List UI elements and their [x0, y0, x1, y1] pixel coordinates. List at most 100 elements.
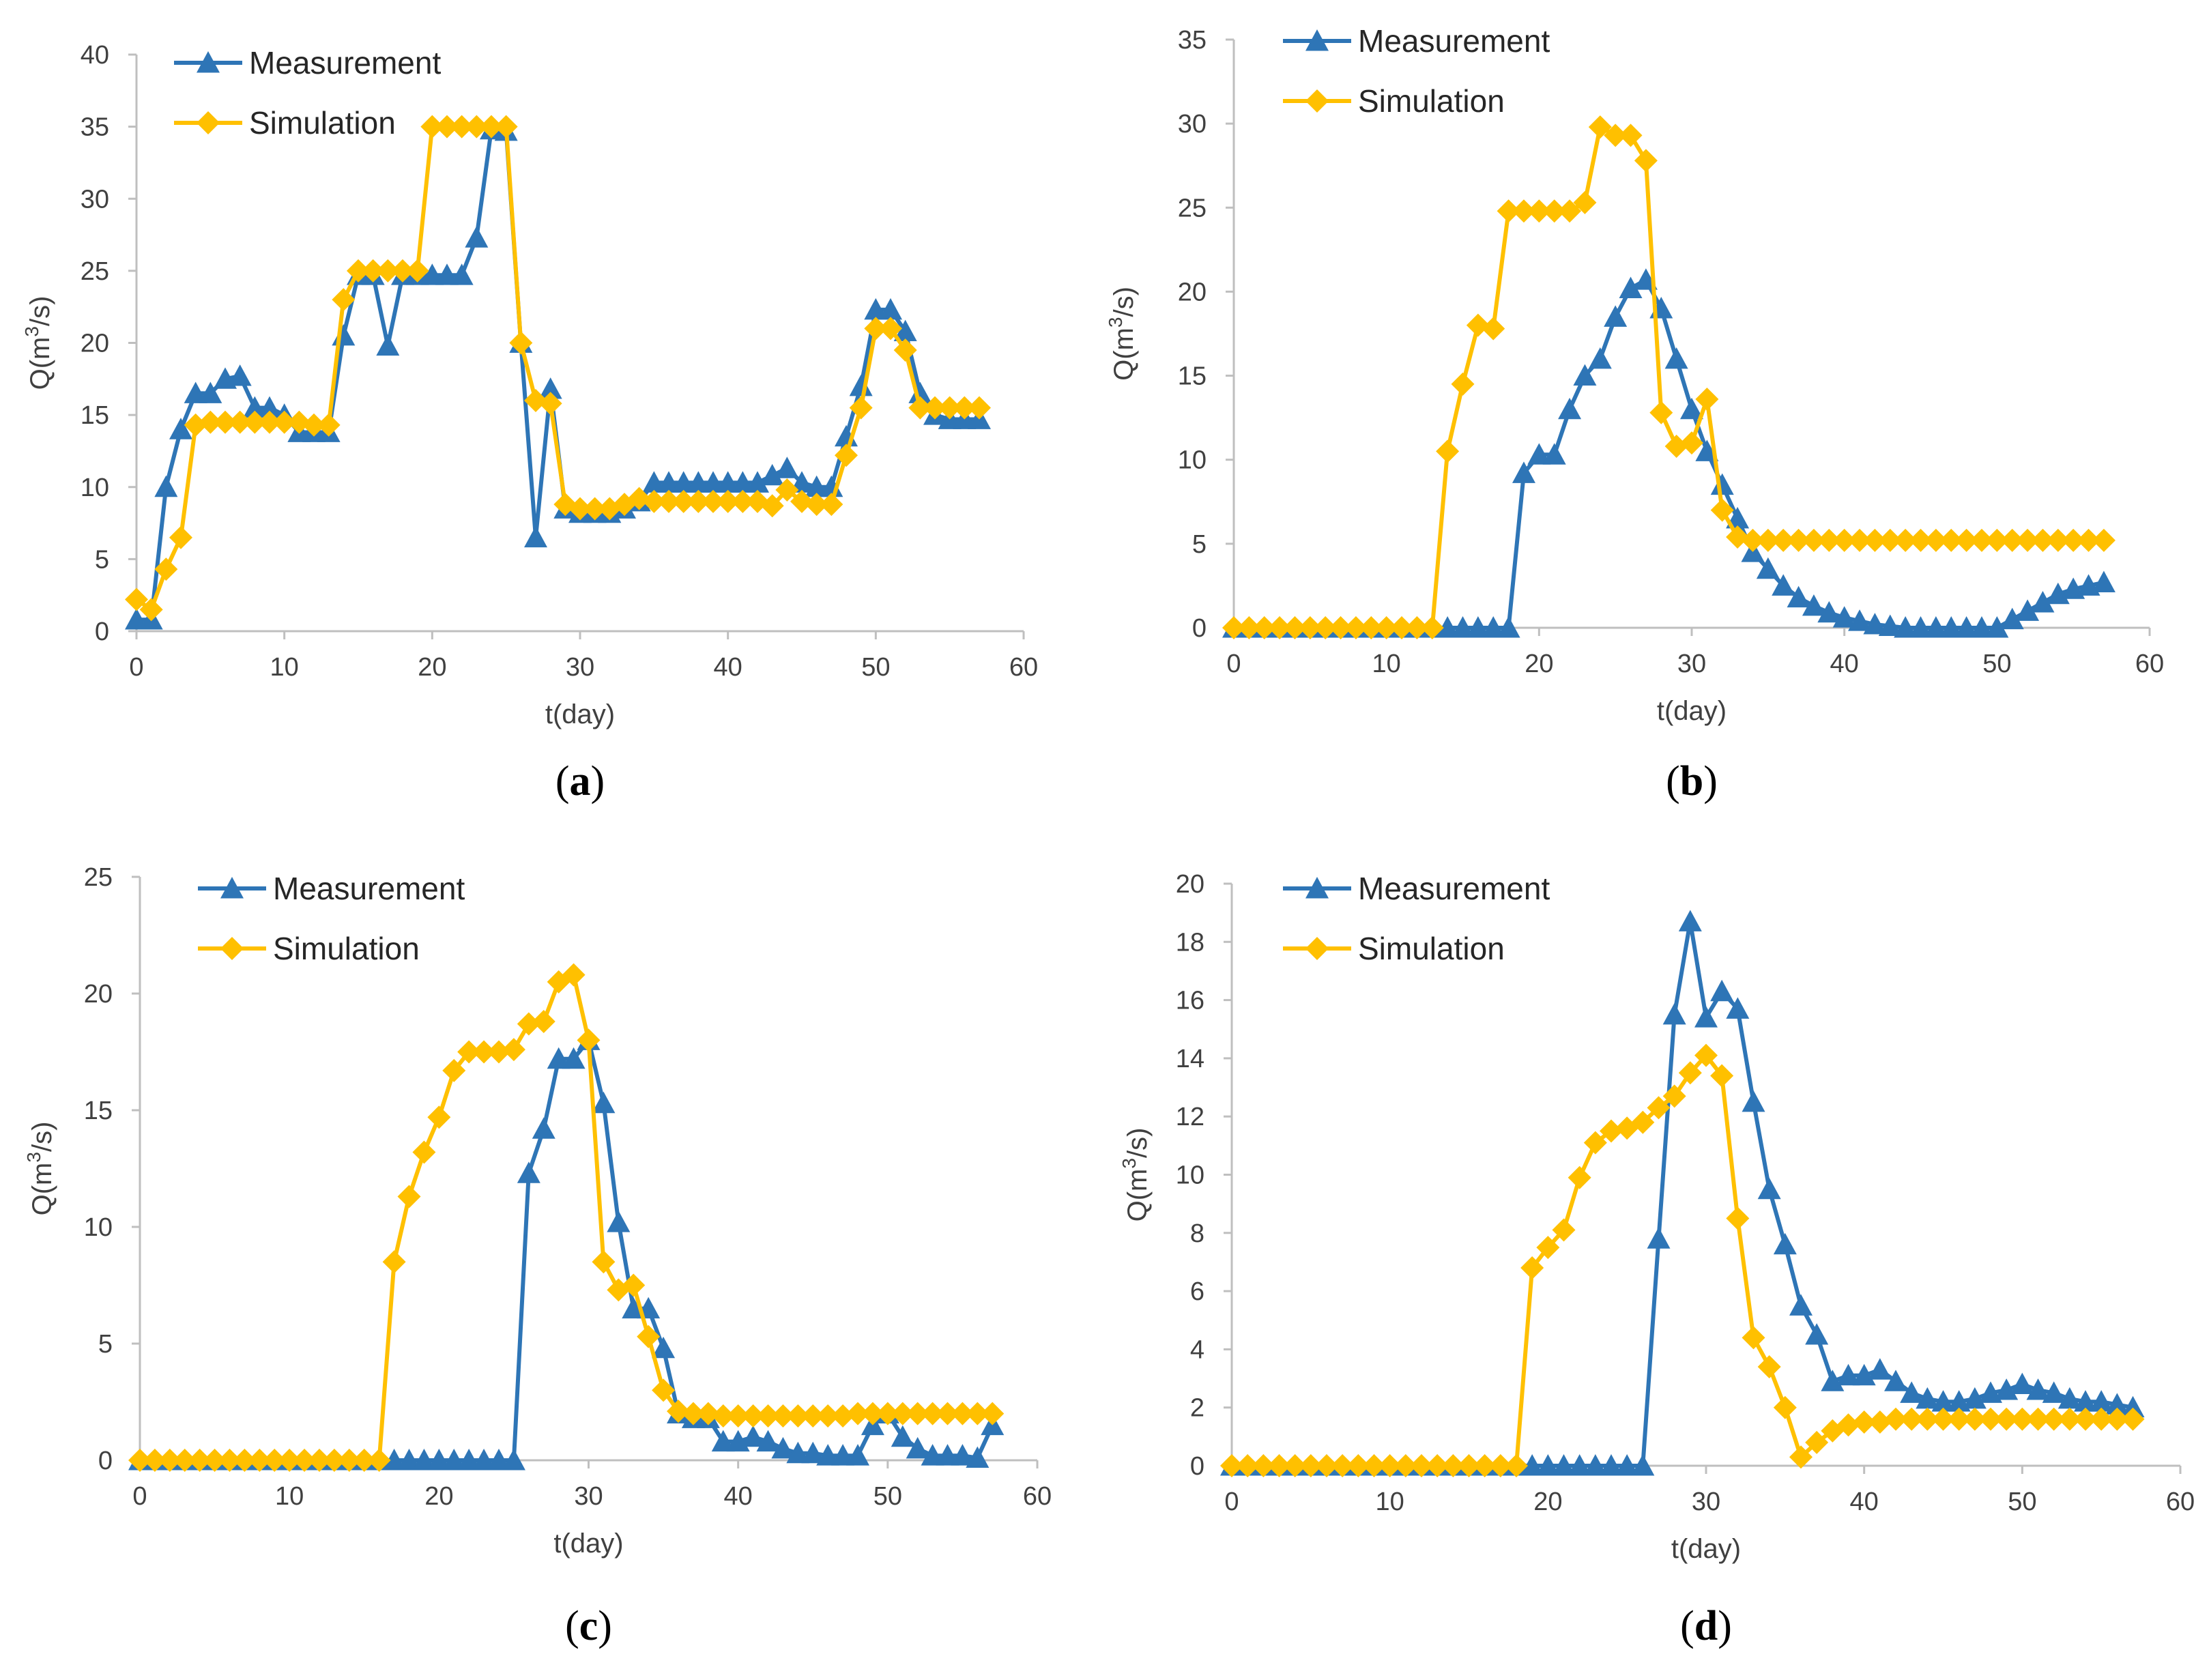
legend-label-simulation: Simulation [249, 105, 396, 141]
simulation-point [1346, 1454, 1370, 1477]
simulation-point [337, 1449, 361, 1472]
measurement-point [562, 1047, 586, 1069]
simulation-point [1520, 1256, 1544, 1279]
series-line-simulation [140, 972, 993, 1462]
simulation-point [173, 1449, 197, 1472]
measurement-point [435, 263, 459, 285]
measurement-point [538, 377, 562, 399]
simulation-point [831, 1404, 855, 1428]
simulation-point [1979, 1407, 2002, 1431]
simulation-point [1600, 1119, 1623, 1143]
series-line-measurement [136, 127, 979, 622]
simulation-point [577, 1028, 601, 1052]
simulation-point [1985, 528, 2009, 552]
simulation-point [637, 1324, 661, 1348]
measurement-point [169, 418, 192, 439]
simulation-point [397, 1185, 421, 1208]
y-tick-label: 40 [81, 41, 109, 70]
simulation-point [1497, 199, 1520, 223]
x-tick-label: 30 [1692, 1488, 1720, 1516]
simulation-point [1773, 1395, 1797, 1419]
measurement-point [547, 1047, 571, 1069]
x-tick-label: 20 [424, 1482, 453, 1511]
x-tick-label: 40 [1850, 1488, 1879, 1516]
measurement-point [816, 1444, 840, 1466]
simulation-point [1298, 616, 1322, 639]
simulation-point [568, 497, 592, 521]
simulation-point [308, 1449, 331, 1472]
simulation-point [716, 489, 740, 513]
measurement-point [687, 471, 710, 493]
simulation-point [801, 1404, 825, 1428]
measurement-point [1619, 276, 1643, 298]
measurement-point [376, 334, 400, 356]
simulation-point [893, 338, 917, 362]
x-axis-label: t(day) [553, 1529, 623, 1559]
y-tick-label: 35 [1178, 26, 1207, 55]
y-axis-label: Q(m3/s) [23, 1122, 57, 1216]
measurement-point [846, 1444, 869, 1466]
simulation-point [1426, 1454, 1449, 1477]
legend-label-measurement: Measurement [1358, 871, 1550, 906]
measurement-point [1631, 1454, 1655, 1476]
simulation-point [1662, 1084, 1686, 1108]
simulation-point [125, 588, 148, 611]
x-tick-label: 0 [1226, 650, 1241, 678]
simulation-point [532, 1010, 555, 1034]
y-tick-label: 15 [81, 401, 109, 430]
measurement-point [775, 457, 799, 478]
simulation-point [243, 410, 267, 434]
simulation-point [1710, 1064, 1734, 1088]
measurement-point [442, 1449, 466, 1471]
simulation-point [435, 115, 459, 139]
measurement-point [1552, 1454, 1576, 1476]
simulation-point [538, 392, 562, 416]
measurement-point [1916, 1387, 1939, 1409]
measurement-point [849, 374, 873, 396]
simulation-point [367, 1449, 391, 1472]
simulation-point [1726, 525, 1750, 549]
measurement-point [1527, 443, 1551, 465]
simulation-point [1678, 1061, 1702, 1085]
measurement-point [1963, 1387, 1987, 1409]
simulation-point [1954, 528, 1978, 552]
y-tick-label: 0 [1192, 614, 1207, 643]
simulation-point [214, 410, 237, 434]
y-tick-label: 18 [1176, 928, 1204, 957]
simulation-point [1995, 1407, 2019, 1431]
simulation-point [1924, 528, 1948, 552]
measurement-point [622, 1297, 646, 1319]
simulation-point [953, 396, 977, 420]
measurement-point [1694, 1006, 1718, 1028]
measurement-point [1821, 1370, 1845, 1391]
simulation-point [1488, 1454, 1512, 1477]
x-tick-label: 10 [1376, 1488, 1404, 1516]
measurement-point [1615, 1454, 1639, 1476]
measurement-point [1817, 600, 1841, 623]
legend-marker-measurement [197, 51, 220, 73]
simulation-point [302, 413, 326, 437]
simulation-point [2074, 1407, 2097, 1431]
measurement-point [1680, 397, 1703, 420]
measurement-point [906, 1436, 929, 1459]
measurement-point [1848, 609, 1872, 631]
measurement-point [532, 1117, 555, 1139]
x-tick-label: 40 [1830, 650, 1859, 678]
simulation-point [1283, 616, 1307, 639]
legend-label-measurement: Measurement [273, 871, 465, 906]
simulation-point [332, 288, 356, 312]
measurement-point [1924, 616, 1948, 638]
simulation-point [1441, 1454, 1465, 1477]
series-line-simulation [135, 124, 979, 612]
measurement-point [921, 1444, 944, 1466]
simulation-point [1482, 317, 1505, 341]
measurement-point [908, 381, 932, 403]
simulation-point [583, 497, 607, 521]
measurement-point [465, 226, 489, 248]
measurement-point [1863, 613, 1887, 635]
simulation-point [711, 1404, 735, 1428]
measurement-point [1832, 606, 1856, 628]
simulation-point [278, 1449, 302, 1472]
y-tick-label: 4 [1190, 1335, 1204, 1364]
x-tick-label: 30 [574, 1482, 603, 1511]
